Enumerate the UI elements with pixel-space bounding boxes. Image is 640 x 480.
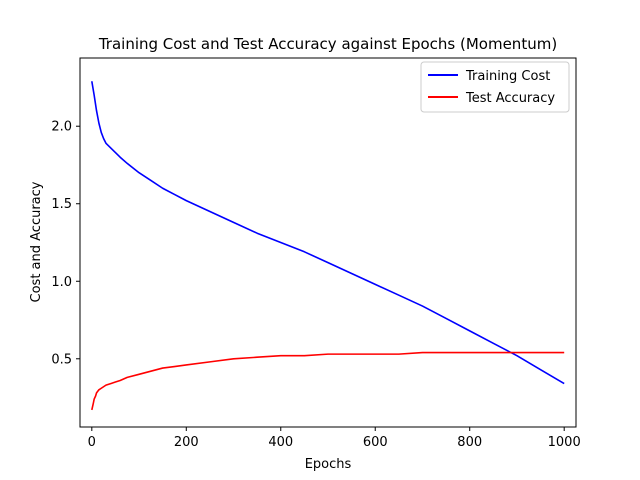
x-axis-ticks: 0 200 400 600 800 1000 <box>88 427 581 450</box>
y-axis-ticks: 0.5 1.0 1.5 2.0 <box>51 120 80 367</box>
y-tick-label: 0.5 <box>51 352 72 367</box>
x-axis-label: Epochs <box>305 457 352 472</box>
legend-label-training-cost: Training Cost <box>465 69 550 84</box>
legend-label-test-accuracy: Test Accuracy <box>465 91 555 106</box>
y-tick-label: 2.0 <box>51 120 72 135</box>
plot-area <box>79 57 577 428</box>
chart-title: Training Cost and Test Accuracy against … <box>98 35 557 53</box>
legend: Training Cost Test Accuracy <box>420 61 570 113</box>
x-tick-label: 600 <box>363 435 388 450</box>
x-tick-label: 1000 <box>548 435 581 450</box>
y-axis-label: Cost and Accuracy <box>29 181 44 302</box>
series-line-test-accuracy <box>91 351 565 411</box>
x-tick-label: 800 <box>457 435 482 450</box>
axes-frame <box>79 57 577 428</box>
x-tick-label: 200 <box>174 435 199 450</box>
x-tick-label: 0 <box>88 435 96 450</box>
series-layer <box>91 81 565 411</box>
y-tick-label: 1.0 <box>51 275 72 290</box>
y-tick-label: 1.5 <box>51 197 72 212</box>
series-line-training-cost <box>91 81 565 385</box>
x-tick-label: 400 <box>268 435 293 450</box>
